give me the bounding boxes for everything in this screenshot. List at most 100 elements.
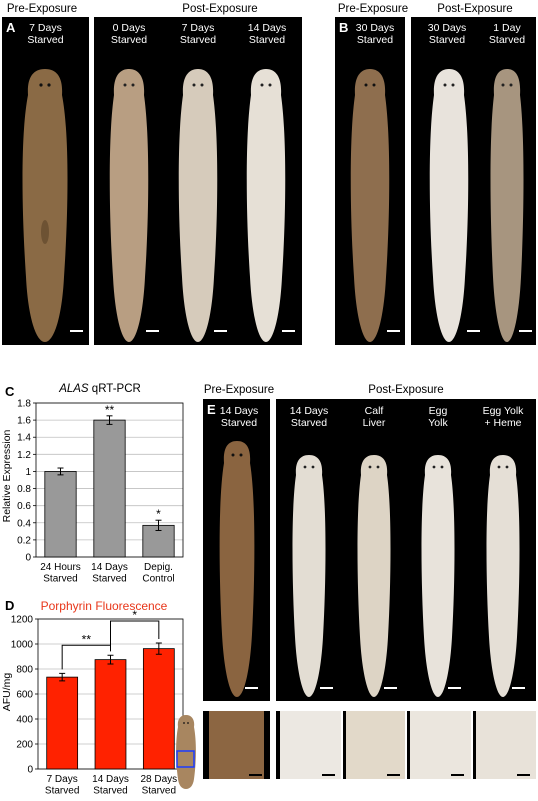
- scale-bar: [249, 774, 262, 776]
- panel-a-pre-image: A 7 Days Starved: [2, 17, 89, 345]
- scale-bar: [384, 687, 397, 689]
- significance-label: *: [132, 608, 137, 622]
- x-tick-label: Starved: [45, 786, 79, 797]
- panel-b-header-pre: Pre-Exposure: [337, 3, 409, 15]
- y-tick-label: 1: [25, 467, 31, 478]
- y-tick-label: 0: [27, 765, 33, 776]
- bar: [46, 676, 79, 770]
- inset-post-1: [276, 711, 341, 779]
- bar: [142, 524, 175, 558]
- panel-c-label: C: [5, 384, 15, 399]
- scale-bar: [512, 687, 525, 689]
- chart-title: ALAS qRT-PCR: [58, 383, 141, 395]
- y-tick-label: 1000: [11, 640, 34, 651]
- panel-b-header-post: Post-Exposure: [437, 3, 513, 15]
- x-tick-label: Starved: [93, 786, 127, 797]
- worm-label: Calf Liver: [362, 405, 386, 429]
- planarian-worm: [429, 69, 524, 342]
- scale-bar: [320, 687, 333, 689]
- y-tick-label: 0: [25, 553, 31, 564]
- panel-b-pre-image: B 30 Days Starved: [335, 17, 405, 345]
- worm-label: 14 Days Starved: [219, 405, 259, 429]
- significance-label: **: [82, 632, 92, 646]
- scale-bar: [282, 330, 295, 332]
- panel-b-label: B: [339, 20, 349, 35]
- x-tick-label: Depig.: [144, 562, 173, 573]
- planarian-worm: [350, 69, 390, 342]
- y-tick-label: 1.8: [17, 399, 31, 410]
- scale-bar: [322, 774, 335, 776]
- scale-bar: [451, 774, 464, 776]
- panel-d-label: D: [5, 598, 15, 613]
- panel-e-header-post: Post-Exposure: [368, 384, 444, 396]
- inset-region-box: [176, 750, 195, 768]
- panel-e-label: E: [207, 402, 216, 417]
- inset-post-4: [473, 711, 536, 779]
- chart-title: Porphyrin Fluorescence: [41, 599, 168, 613]
- worm-label: 1 Day Starved: [488, 22, 526, 46]
- y-tick-label: 1200: [11, 615, 34, 626]
- scale-bar: [146, 330, 159, 332]
- y-tick-label: 0.8: [17, 484, 31, 495]
- scale-bar: [519, 330, 532, 332]
- scale-bar: [387, 774, 400, 776]
- x-tick-label: 28 Days: [140, 774, 177, 785]
- inset-post-3: [407, 711, 471, 779]
- x-tick-label: 7 Days: [47, 774, 78, 785]
- y-tick-label: 1.4: [17, 433, 31, 444]
- scale-bar: [517, 774, 530, 776]
- worm-label: Egg Yolk + Heme: [482, 405, 524, 429]
- y-tick-label: 800: [16, 665, 33, 676]
- inset-locator-worm: [176, 715, 196, 789]
- scale-bar: [387, 330, 400, 332]
- y-tick-label: 200: [16, 740, 33, 751]
- significance-label: *: [156, 507, 161, 521]
- bar: [94, 659, 127, 770]
- planarian-worm: [22, 69, 68, 342]
- worm-label: Egg Yolk: [428, 405, 448, 429]
- significance-bracket: [110, 620, 160, 652]
- panel-b-post-image: 30 Days Starved 1 Day Starved: [411, 17, 536, 345]
- y-tick-label: 0.6: [17, 501, 31, 512]
- x-tick-label: 14 Days: [91, 562, 128, 573]
- x-tick-label: Starved: [43, 574, 77, 585]
- x-tick-label: Starved: [92, 574, 126, 585]
- panel-e-pre-image: E 14 Days Starved: [203, 399, 270, 701]
- panel-a-post-image: 0 Days Starved 7 Days Starved 14 Days St…: [94, 17, 302, 345]
- y-axis-label: Relative Expression: [1, 429, 13, 522]
- panel-a-header-pre: Pre-Exposure: [6, 3, 78, 15]
- bar: [142, 648, 175, 770]
- inset-pigmented: [203, 711, 270, 779]
- scale-bar: [467, 330, 480, 332]
- scale-bar: [70, 330, 83, 332]
- worm-label: 14 Days Starved: [289, 405, 329, 429]
- significance-label: **: [105, 403, 115, 417]
- x-tick-label: 14 Days: [92, 774, 129, 785]
- planarian-worm: [292, 455, 520, 697]
- panel-a-label: A: [6, 20, 16, 35]
- bar: [93, 419, 126, 558]
- planarian-worm: [219, 441, 255, 697]
- y-tick-label: 0.2: [17, 535, 31, 546]
- worm-label: 14 Days Starved: [247, 22, 287, 46]
- y-tick-label: 600: [16, 690, 33, 701]
- worm-label: 30 Days Starved: [427, 22, 467, 46]
- porphyrin-fluorescence-chart: Porphyrin Fluorescence AFU/mg 0 200 400 600…: [1, 599, 184, 797]
- x-tick-label: Starved: [142, 786, 176, 797]
- scale-bar: [245, 687, 258, 689]
- y-axis-label: AFU/mg: [1, 673, 13, 712]
- y-tick-label: 1.6: [17, 416, 31, 427]
- worm-label: 30 Days Starved: [355, 22, 395, 46]
- planarian-worm: [109, 69, 286, 342]
- panel-a-header-post: Post-Exposure: [182, 3, 258, 15]
- y-tick-label: 1.2: [17, 450, 31, 461]
- inset-post-2: [343, 711, 405, 779]
- y-tick-label: 0.4: [17, 518, 31, 529]
- worm-label: 7 Days Starved: [179, 22, 217, 46]
- scale-bar: [448, 687, 461, 689]
- x-tick-label: 24 Hours: [40, 562, 81, 573]
- x-tick-label: Control: [142, 574, 174, 585]
- panel-e-post-image: 14 Days Starved Calf Liver Egg Yolk Egg …: [276, 399, 536, 701]
- scale-bar: [214, 330, 227, 332]
- panel-e-header-pre: Pre-Exposure: [203, 384, 275, 396]
